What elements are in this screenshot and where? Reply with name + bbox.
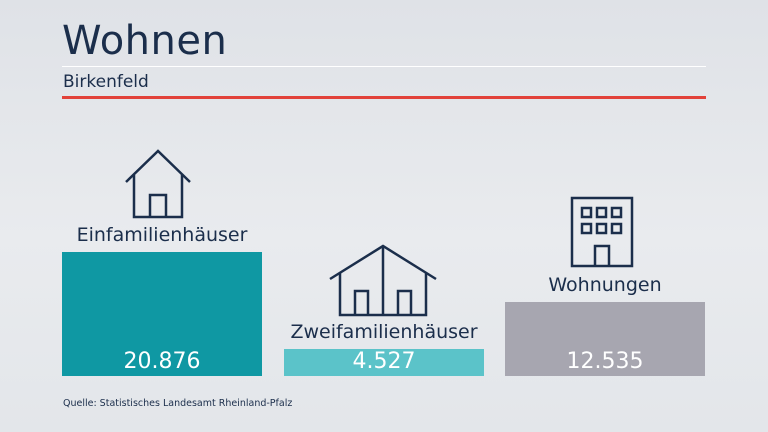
- apartment-building-icon: [570, 196, 634, 268]
- bar-value-label: 4.527: [352, 349, 416, 374]
- bar-wohnungen: 12.535: [505, 302, 705, 376]
- chart-subtitle: Birkenfeld: [63, 72, 149, 92]
- title-divider: [62, 66, 706, 67]
- bar-zweifamilienhaeuser: 4.527: [284, 349, 484, 376]
- category-label-einfamilienhaeuser: Einfamilienhäuser: [76, 224, 248, 246]
- two-family-house-icon: [329, 244, 437, 317]
- category-label-wohnungen: Wohnungen: [548, 274, 662, 296]
- chart-title: Wohnen: [62, 18, 228, 64]
- bar-value-label: 12.535: [566, 349, 644, 374]
- category-label-zweifamilienhaeuser: Zweifamilienhäuser: [290, 321, 478, 343]
- source-note: Quelle: Statistisches Landesamt Rheinlan…: [63, 398, 293, 409]
- accent-rule: [62, 96, 706, 99]
- bar-einfamilienhaeuser: 20.876: [62, 252, 262, 376]
- bar-value-label: 20.876: [123, 349, 201, 374]
- house-icon: [125, 149, 191, 219]
